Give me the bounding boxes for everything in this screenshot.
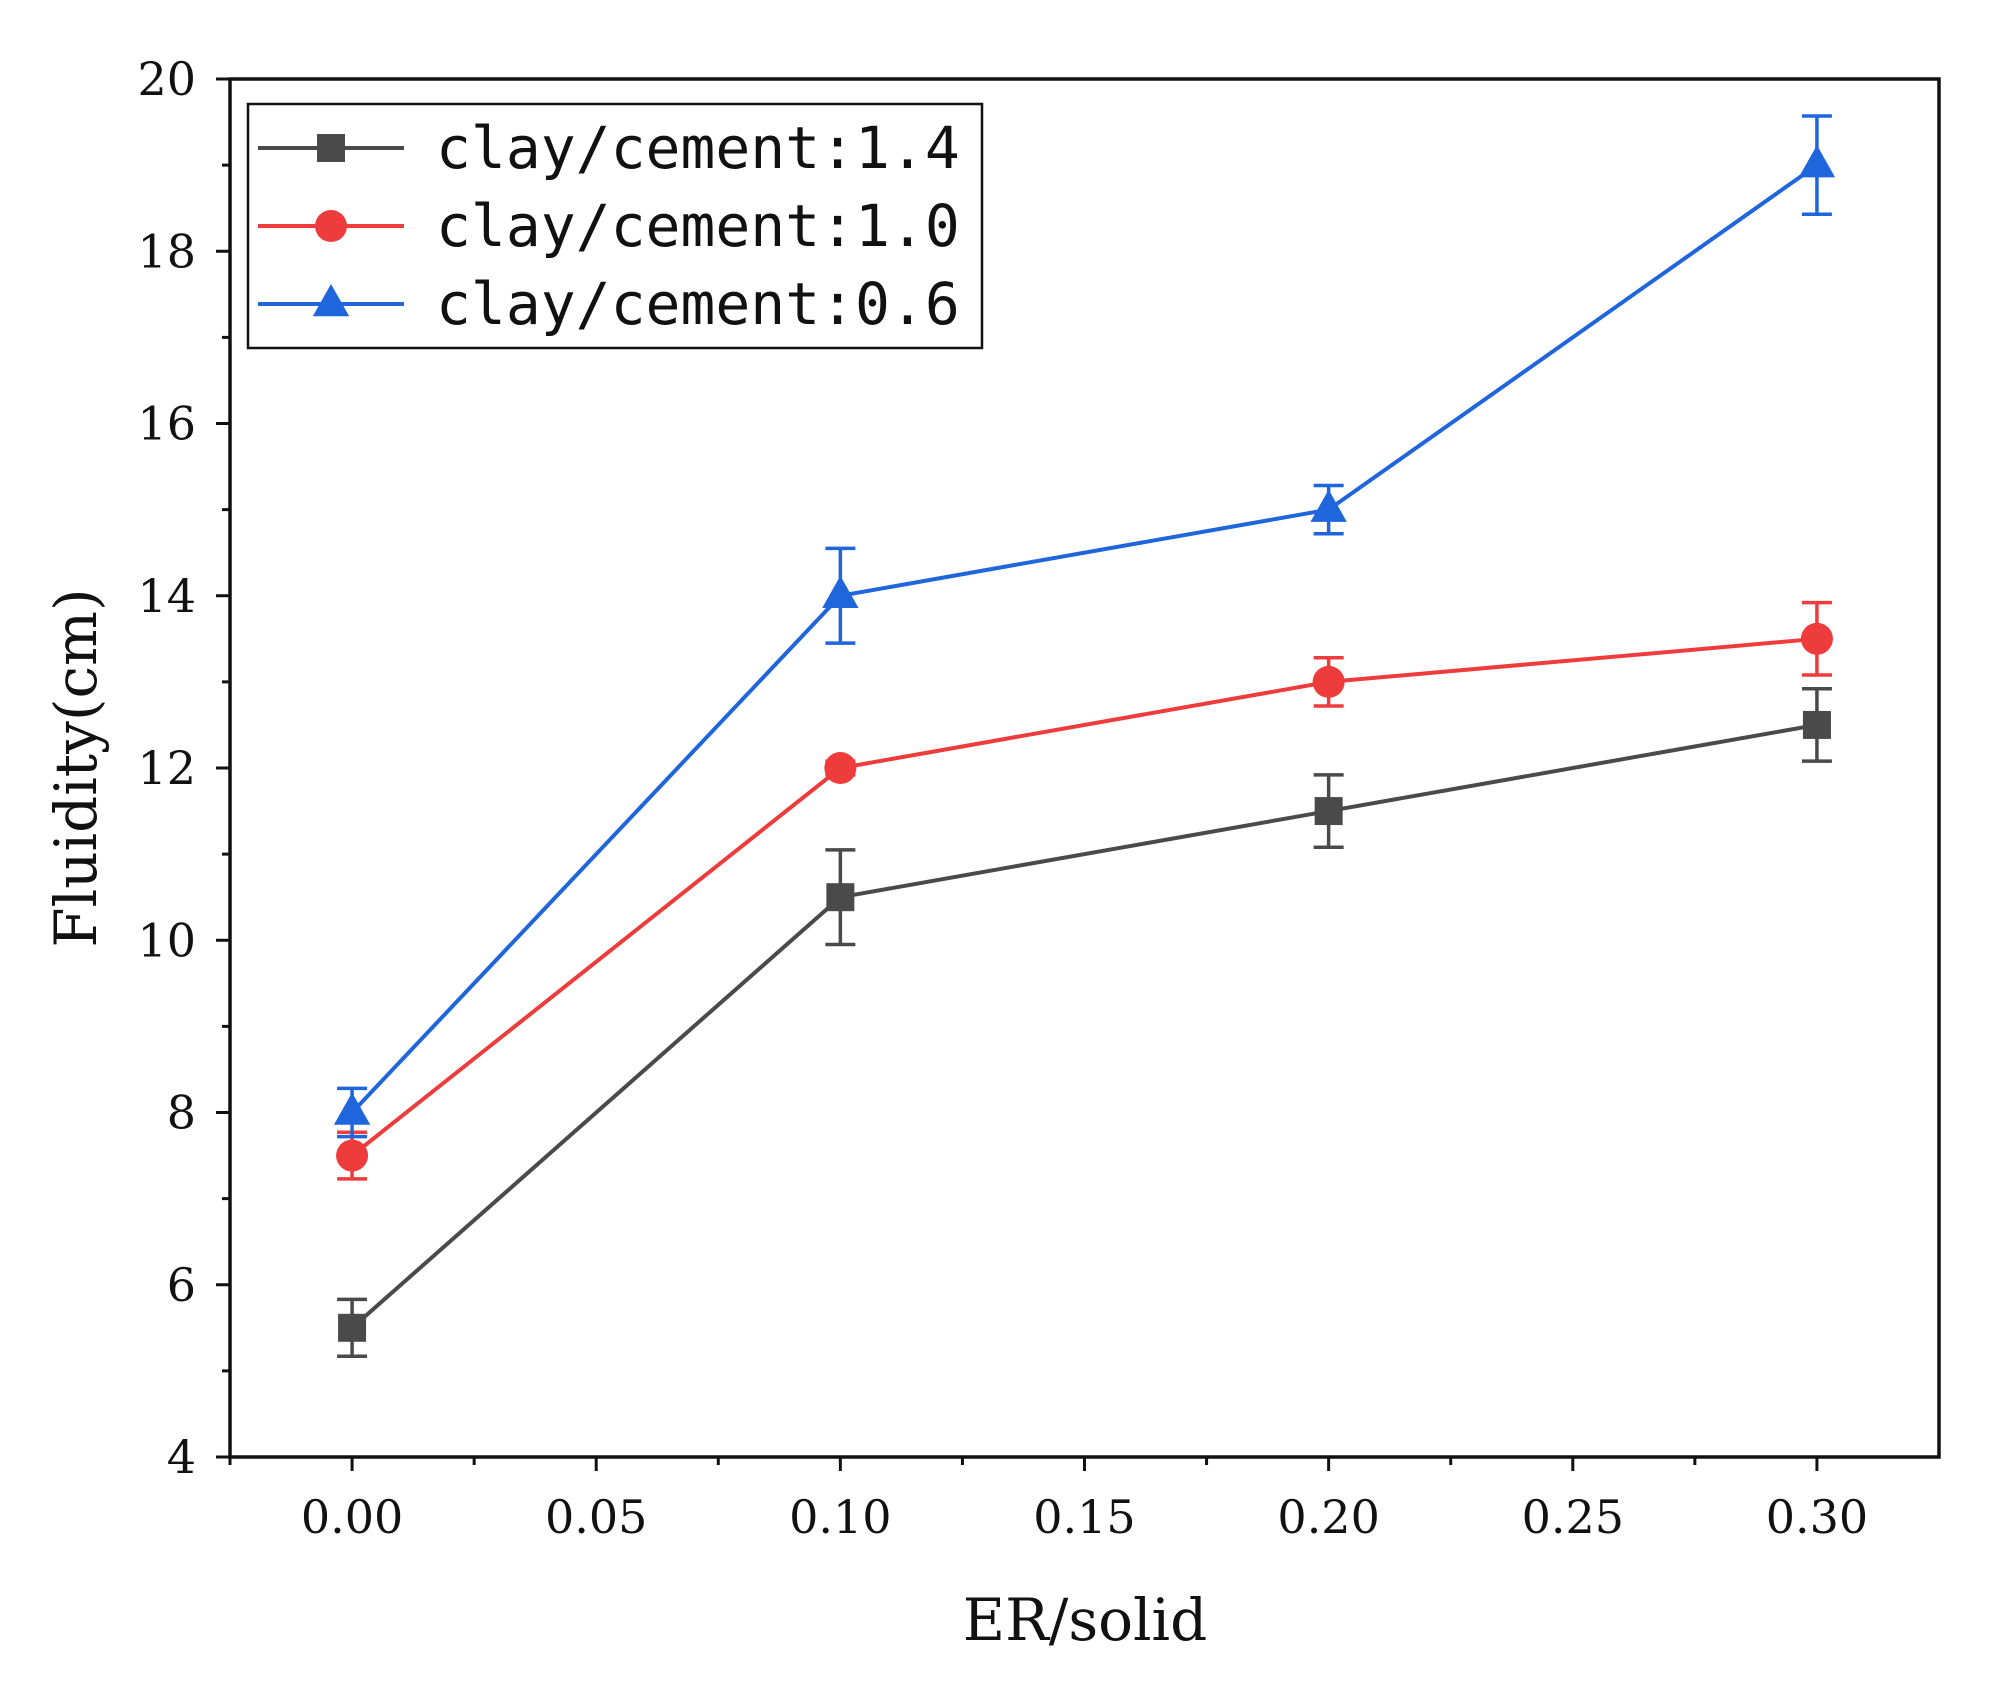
- legend-marker: [317, 134, 345, 162]
- data-point: [1798, 145, 1836, 178]
- y-axis-title: Fluidity(cm): [42, 588, 110, 947]
- series-3: [333, 114, 1836, 1139]
- x-tick-label: 0.30: [1766, 1490, 1868, 1544]
- legend: clay/cement:1.4 clay/cement:1.0 clay/cemen…: [246, 102, 984, 350]
- x-tick-label: 0.20: [1277, 1490, 1379, 1544]
- x-tick-label: 0.10: [789, 1490, 891, 1544]
- data-point: [336, 1139, 369, 1172]
- legend-marker: [312, 284, 350, 317]
- x-tick-label: 0.05: [545, 1490, 647, 1544]
- data-point: [824, 752, 857, 784]
- x-axis-title: ER/solid: [963, 1586, 1207, 1654]
- y-tick-label: 20: [137, 52, 196, 106]
- x-axis-ticks: 0.00 0.05 0.10 0.15 0.20 0.25 0.30: [228, 1457, 1868, 1544]
- data-point: [822, 575, 859, 608]
- y-tick-label: 14: [137, 569, 196, 623]
- series-layer: [333, 114, 1836, 1358]
- series-1: [337, 687, 1832, 1358]
- y-tick-label: 16: [137, 397, 196, 451]
- data-point: [1314, 797, 1343, 826]
- x-tick-label: 0.00: [301, 1490, 403, 1544]
- y-tick-label: 18: [137, 224, 196, 278]
- data-point: [1800, 622, 1833, 655]
- y-axis-ticks: 4 6 8 10 12 14 16 18 20: [137, 52, 230, 1484]
- x-tick-label: 0.15: [1033, 1490, 1135, 1544]
- data-point: [826, 883, 855, 912]
- y-tick-label: 4: [167, 1430, 196, 1484]
- data-point: [333, 1092, 371, 1125]
- y-tick-label: 6: [167, 1258, 196, 1312]
- x-tick-label: 0.25: [1522, 1490, 1624, 1544]
- data-point: [338, 1313, 367, 1342]
- legend-label: clay/cement:1.4: [436, 114, 960, 182]
- series-2: [336, 600, 1833, 1181]
- series-line: [350, 163, 1819, 1114]
- legend-marker: [315, 210, 347, 242]
- series-line: [350, 722, 1818, 1330]
- data-point: [1802, 710, 1831, 739]
- data-point: [1312, 665, 1345, 698]
- legend-label: clay/cement:1.0: [436, 192, 960, 260]
- data-point: [1310, 489, 1347, 522]
- legend-label: clay/cement:0.6: [436, 270, 960, 338]
- y-tick-label: 8: [167, 1086, 196, 1140]
- series-line: [350, 636, 1818, 1158]
- y-tick-label: 12: [137, 741, 196, 795]
- y-tick-label: 10: [137, 913, 196, 967]
